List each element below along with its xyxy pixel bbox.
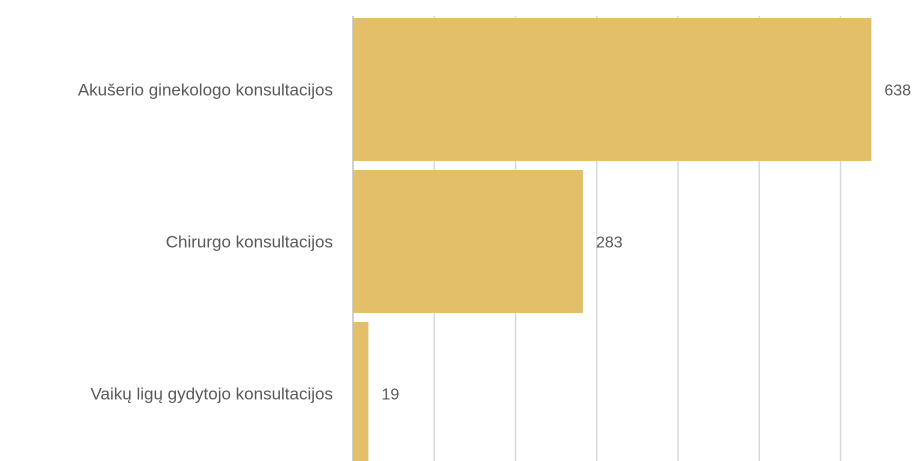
value-label: 638 bbox=[884, 83, 911, 100]
labels: Akušerio ginekologo konsultacijos 638 Chir… bbox=[78, 81, 911, 404]
category-label: Chirurgo konsultacijos bbox=[166, 233, 333, 252]
bar bbox=[353, 18, 872, 161]
value-label: 19 bbox=[381, 387, 399, 404]
bar bbox=[353, 322, 369, 461]
bars bbox=[353, 18, 872, 461]
category-label: Vaikų ligų gydytojo konsultacijos bbox=[90, 385, 333, 404]
value-label: 283 bbox=[596, 235, 623, 252]
bar bbox=[353, 170, 583, 313]
category-label: Akušerio ginekologo konsultacijos bbox=[78, 81, 333, 100]
